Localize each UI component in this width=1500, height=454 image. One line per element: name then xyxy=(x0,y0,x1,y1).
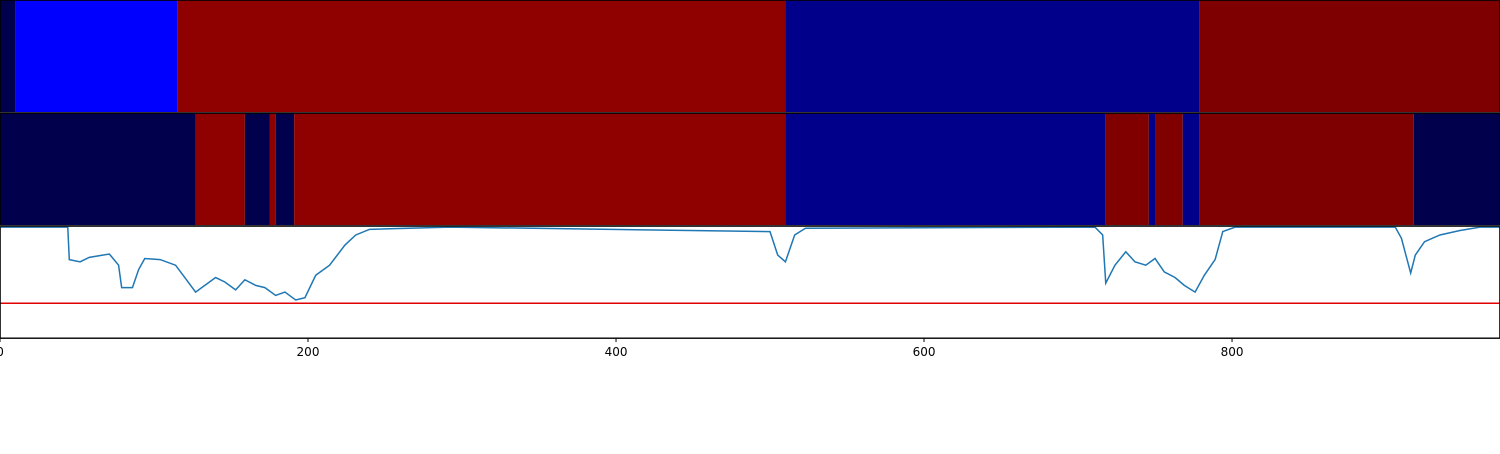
segment xyxy=(177,0,786,112)
segment xyxy=(15,0,178,112)
segment xyxy=(1105,113,1149,225)
x-tick-label: 600 xyxy=(913,345,936,359)
segment xyxy=(275,113,295,225)
segment xyxy=(1199,0,1500,112)
segment xyxy=(294,113,786,225)
x-tick-label: 800 xyxy=(1221,345,1244,359)
x-tick-label: 0 xyxy=(0,345,4,359)
segment xyxy=(1413,113,1500,225)
segment xyxy=(785,0,1200,112)
segment xyxy=(1199,113,1414,225)
segment xyxy=(0,0,16,112)
segment xyxy=(1182,113,1200,225)
x-tick-label: 400 xyxy=(605,345,628,359)
segment xyxy=(244,113,270,225)
segment xyxy=(195,113,245,225)
x-tick-label: 200 xyxy=(297,345,320,359)
segment xyxy=(269,113,276,225)
segment xyxy=(1155,113,1183,225)
segment xyxy=(0,113,196,225)
segment xyxy=(785,113,1106,225)
line xyxy=(0,226,1500,301)
segment xyxy=(1148,113,1156,225)
